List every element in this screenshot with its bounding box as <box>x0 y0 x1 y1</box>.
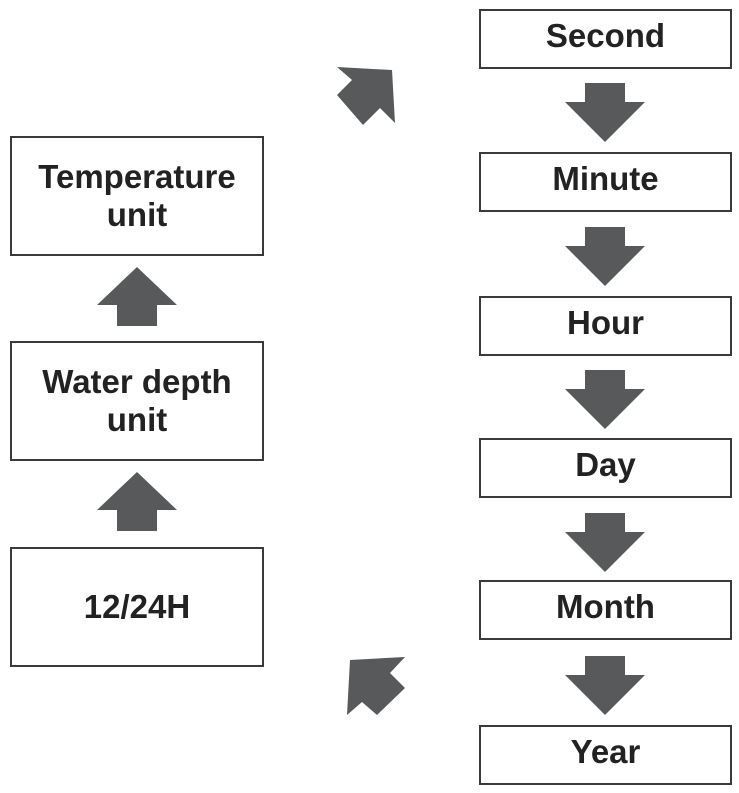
arrow-down-icon <box>565 513 645 572</box>
step-year: Year <box>479 725 732 785</box>
step-12-24h: 12/24H <box>10 547 264 667</box>
arrow-up-icon <box>97 267 177 326</box>
step-month: Month <box>479 580 732 640</box>
step-minute: Minute <box>479 152 732 212</box>
step-temperature-unit: Temperature unit <box>10 136 264 256</box>
step-day: Day <box>479 438 732 498</box>
arrow-down-icon <box>565 83 645 142</box>
arrow-up-left-icon <box>347 657 405 715</box>
arrow-down-icon <box>565 227 645 286</box>
step-water-depth-unit: Water depth unit <box>10 341 264 461</box>
arrow-down-icon <box>565 370 645 429</box>
arrow-down-icon <box>565 656 645 715</box>
arrow-up-right-icon <box>337 67 395 125</box>
step-second: Second <box>479 9 732 69</box>
arrow-up-icon <box>97 472 177 531</box>
step-hour: Hour <box>479 296 732 356</box>
